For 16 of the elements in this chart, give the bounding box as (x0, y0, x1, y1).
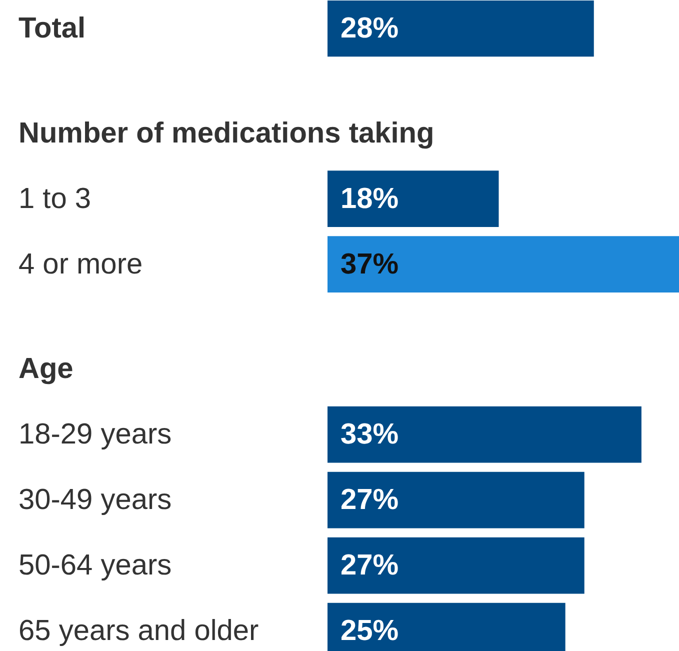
data-label: 28% (340, 12, 399, 44)
data-label: 27% (340, 550, 399, 582)
y-tick-label: 18-29 years (18, 418, 172, 451)
y-tick-label: 50-64 years (18, 550, 172, 582)
y-tick-label: Age (18, 353, 74, 386)
data-label: 25% (340, 615, 399, 648)
data-label: 27% (340, 484, 399, 516)
y-tick-label: Number of medications taking (18, 117, 434, 150)
y-tick-label: Total (18, 12, 86, 44)
data-label: 37% (340, 248, 399, 280)
y-tick-label: 4 or more (18, 248, 143, 280)
y-tick-label: 65 years and older (18, 615, 260, 648)
y-tick-label: 1 to 3 (18, 182, 92, 215)
y-tick-label: 30-49 years (18, 484, 172, 516)
data-label: 33% (340, 418, 399, 451)
data-label: 18% (340, 182, 399, 215)
